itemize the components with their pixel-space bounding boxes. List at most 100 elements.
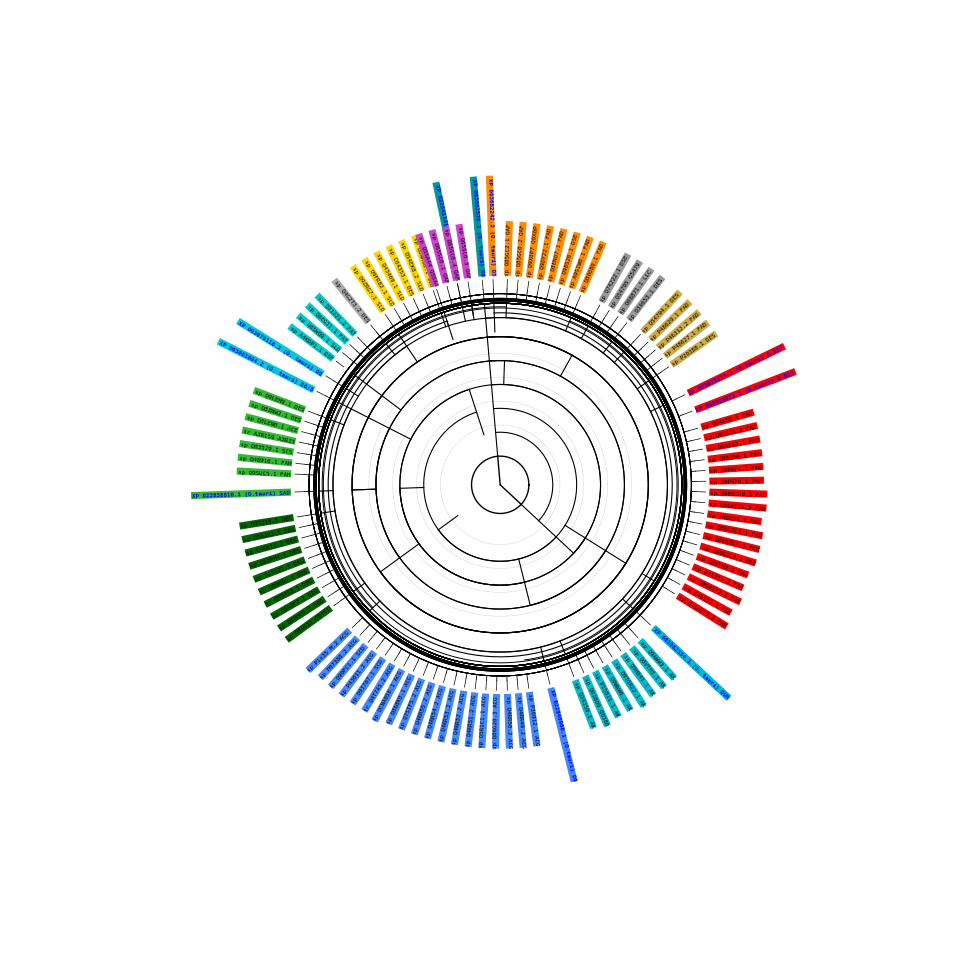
Text: sp P48629.1 FAD: sp P48629.1 FAD bbox=[650, 301, 691, 341]
Text: sp Q5SA44 Q5SA4: sp Q5SA44 Q5SA4 bbox=[417, 234, 437, 286]
Text: tr Q4T745.2 ACG: tr Q4T745.2 ACG bbox=[363, 664, 394, 711]
Text: sp Q9AS51.1 FAD: sp Q9AS51.1 FAD bbox=[705, 424, 756, 440]
Text: XP 003081694.2 (O. tauri) D6/8: XP 003081694.2 (O. tauri) D6/8 bbox=[219, 340, 314, 392]
Text: sp Q74222.1 DSE: sp Q74222.1 DSE bbox=[600, 255, 630, 303]
Text: sp Q97J15.1 DEG: sp Q97J15.1 DEG bbox=[240, 516, 293, 529]
Text: sp Q86G20.3 ACG: sp Q86G20.3 ACG bbox=[493, 696, 499, 748]
Text: sp Q86GZC3.1 FAD: sp Q86GZC3.1 FAD bbox=[706, 523, 762, 538]
Text: sp Q65SC0.1 OAF: sp Q65SC0.1 OAF bbox=[429, 231, 448, 283]
Text: sp Q9AS52.1 FAD: sp Q9AS52.1 FAD bbox=[707, 437, 759, 452]
Text: sp Q9P4F1.1 FAD: sp Q9P4F1.1 FAD bbox=[710, 464, 762, 473]
Text: sp Q9I707.1 SCD: sp Q9I707.1 SCD bbox=[351, 658, 385, 704]
Text: sp Q03809 Q0380: sp Q03809 Q0380 bbox=[584, 677, 609, 727]
Text: XP 022840960.1 (O.tauri) D9: XP 022840960.1 (O.tauri) D9 bbox=[549, 688, 577, 781]
Text: sp Q9WWW6.1 AK: sp Q9WWW6.1 AK bbox=[603, 666, 632, 711]
Text: sp Q54795 Q5479: sp Q54795 Q5479 bbox=[609, 261, 641, 308]
Text: sp P48301.1 FAD: sp P48301.1 FAD bbox=[708, 512, 760, 525]
Text: XP 003075374.1 (O.tauri) A D12: XP 003075374.1 (O.tauri) A D12 bbox=[688, 345, 785, 396]
Text: sp O15121.1 DEG: sp O15121.1 DEG bbox=[254, 558, 305, 581]
Text: sp Q43469.1 SLD: sp Q43469.1 SLD bbox=[375, 253, 404, 301]
Text: sp Q6EG11.1 FAT: sp Q6EG11.1 FAT bbox=[306, 305, 348, 344]
Text: sp P07308.2 ACG: sp P07308.2 ACG bbox=[319, 637, 358, 679]
Text: sp Q8ENO7.1 FAD: sp Q8ENO7.1 FAD bbox=[549, 230, 566, 283]
Text: sp P36912.1 ACG: sp P36912.1 ACG bbox=[527, 693, 540, 746]
Text: sp Q9AWW3.1 AK: sp Q9AWW3.1 AK bbox=[639, 640, 675, 679]
Text: sp Q86GZC1.1 FDE: sp Q86GZC1.1 FDE bbox=[704, 533, 759, 552]
Text: sp P43011.2 ACG: sp P43011.2 ACG bbox=[340, 652, 376, 697]
Text: sp Q7SIF5.2 ACG: sp Q7SIF5.2 ACG bbox=[399, 679, 424, 729]
Text: sp Q2I221.2 FAT: sp Q2I221.2 FAT bbox=[316, 295, 356, 336]
Text: sp Q9SUC5.1 FAH: sp Q9SUC5.1 FAH bbox=[237, 469, 290, 477]
Text: sp Q9ZRG7.1 SLD: sp Q9ZRG7.1 SLD bbox=[351, 266, 385, 312]
Text: sp Q868K0.1 ACG: sp Q868K0.1 ACG bbox=[386, 675, 414, 725]
Text: sp Q9SAT31.3 FAD: sp Q9SAT31.3 FAD bbox=[710, 501, 766, 511]
Text: sp Q9SAT72.1 FAK: sp Q9SAT72.1 FAK bbox=[688, 575, 741, 604]
Text: sp Q08871.1 LLC: sp Q08871.1 LLC bbox=[619, 269, 653, 314]
Text: sp P1s35 M.2 ACG: sp P1s35 M.2 ACG bbox=[306, 629, 350, 672]
Text: XP 022841141.1 (O.tauri) D8S: XP 022841141.1 (O.tauri) D8S bbox=[433, 184, 459, 281]
Text: sp Q4RR52.2 ACG: sp Q4RR52.2 ACG bbox=[452, 692, 467, 744]
Text: sp Q86GZC2.1 FDE: sp Q86GZC2.1 FDE bbox=[701, 544, 755, 565]
Text: sp Q09005.1 DEG: sp Q09005.1 DEG bbox=[259, 569, 309, 594]
Text: sp Q9X0P7 Q9X0P: sp Q9X0P7 Q9X0P bbox=[527, 225, 540, 278]
Text: sp Q9I0R22.1 AK: sp Q9I0R22.1 AK bbox=[613, 660, 645, 707]
Text: sp Q99FC1.1 SCD: sp Q99FC1.1 SCD bbox=[329, 645, 367, 688]
Text: sp Q54794.1 DES: sp Q54794.1 DES bbox=[642, 291, 681, 333]
Text: sp Q9SAV72.2 FAK: sp Q9SAV72.2 FAK bbox=[677, 595, 727, 628]
Text: sp Q4G2T3.2 DES: sp Q4G2T3.2 DES bbox=[333, 280, 370, 324]
Text: sp Q5R1C1.1 ACG: sp Q5R1C1.1 ACG bbox=[479, 695, 488, 748]
Text: sp Q34653.1 DES: sp Q34653.1 DES bbox=[628, 277, 664, 321]
Text: sp Q9LEM9.1 DES: sp Q9LEM9.1 DES bbox=[254, 389, 305, 412]
Text: sp Q9DY22.1 FAD: sp Q9DY22.1 FAD bbox=[538, 227, 552, 280]
Text: sp C4R613.2 DEG: sp C4R613.2 DEG bbox=[246, 537, 298, 555]
Text: sp P48627.1 FAD: sp P48627.1 FAD bbox=[665, 322, 709, 357]
Text: sp Q8NKG8.1 SLD: sp Q8NKG8.1 SLD bbox=[412, 236, 434, 287]
Text: sp Q98S26.1 DSE: sp Q98S26.1 DSE bbox=[559, 234, 580, 285]
Text: sp P46151.1 FAK: sp P46151.1 FAK bbox=[683, 585, 731, 615]
Text: sp P46312.2 FAD: sp P46312.2 FAD bbox=[657, 311, 700, 350]
Text: sp Q9ZPH4.1 DES: sp Q9ZPH4.1 DES bbox=[250, 548, 301, 569]
Text: sp Q8ZNW2.1 DES: sp Q8ZNW2.1 DES bbox=[250, 402, 301, 423]
Text: sp Q0VTH3.1 AK: sp Q0VTH3.1 AK bbox=[630, 647, 666, 688]
Text: XP 022838810.1 (O.tauri) SAD: XP 022838810.1 (O.tauri) SAD bbox=[192, 490, 290, 499]
Text: sp Q4RR55.2 ACG: sp Q4RR55.2 ACG bbox=[412, 683, 434, 734]
Text: sp A4KDP1.1 D8F: sp A4KDP1.1 D8F bbox=[289, 326, 334, 361]
Text: sp Q80089.1 FAD: sp Q80089.1 FAD bbox=[580, 243, 605, 293]
Text: tr A3RI59 A3RI5: tr A3RI59 A3RI5 bbox=[243, 429, 295, 444]
Text: sp Q8SWQ9.1 SLD: sp Q8SWQ9.1 SLD bbox=[298, 314, 341, 352]
Text: sp Q88450.1 FAD: sp Q88450.1 FAD bbox=[709, 451, 761, 462]
Text: sp Q9P4F0.1 FAD: sp Q9P4F0.1 FAD bbox=[711, 479, 763, 484]
Text: XP 003083971.1 (O.tauri) B D12: XP 003083971.1 (O.tauri) B D12 bbox=[696, 370, 795, 412]
Text: sp Q0VTH3.2 FAK: sp Q0VTH3.2 FAK bbox=[697, 554, 748, 578]
Text: sp Q41331.3 FAK: sp Q41331.3 FAK bbox=[693, 565, 743, 590]
Text: sp Q4RR51.2 ACG: sp Q4RR51.2 ACG bbox=[466, 694, 477, 746]
Text: sp Q34359.1 AK: sp Q34359.1 AK bbox=[573, 680, 595, 728]
Text: sp Q65SC0.3 OAF: sp Q65SC0.3 OAF bbox=[457, 226, 469, 279]
Text: XP 003082578.1 (O. tauri) D6: XP 003082578.1 (O. tauri) D6 bbox=[470, 179, 484, 276]
Text: XP 003082334.1 (O. tauri) DUN: XP 003082334.1 (O. tauri) DUN bbox=[652, 627, 730, 700]
Text: sp Q9AS50.1 FAD: sp Q9AS50.1 FAD bbox=[702, 410, 753, 430]
Text: sp Q8R2F2.1 DEG: sp Q8R2F2.1 DEG bbox=[271, 588, 319, 619]
Text: sp P20388.1 DES: sp P20388.1 DES bbox=[671, 333, 717, 367]
Text: sp QCNA058.1 ACG: sp QCNA058.1 ACG bbox=[373, 670, 404, 722]
Text: sp Q4RR54.2 ACG: sp Q4RR54.2 ACG bbox=[426, 686, 445, 738]
Text: sp Q85GC0.2 OAF: sp Q85GC0.2 OAF bbox=[516, 224, 526, 276]
Text: sp Q84S15 Q84S1: sp Q84S15 Q84S1 bbox=[286, 606, 332, 642]
Text: XP 003079116.2 (O. tauri) D8: XP 003079116.2 (O. tauri) D8 bbox=[237, 320, 323, 376]
Text: sp Q65SC0.4 OAF: sp Q65SC0.4 OAF bbox=[443, 228, 459, 281]
Text: sp Q4RR49.2 ACG: sp Q4RR49.2 ACG bbox=[516, 695, 526, 747]
Text: sp Q9FR82.1 SLD: sp Q9FR82.1 SLD bbox=[363, 259, 394, 307]
Text: sp Q54EK8.2 SLD: sp Q54EK8.2 SLD bbox=[399, 241, 424, 291]
Text: sp Q48916.1 FAH: sp Q48916.1 FAH bbox=[238, 456, 292, 466]
Text: XP 003082242.2 (O. tauri) D5: XP 003082242.2 (O. tauri) D5 bbox=[487, 178, 496, 276]
Text: sp Q4RR53.2 ACG: sp Q4RR53.2 ACG bbox=[438, 689, 456, 742]
Text: sp Q96SCA0.1 FAD: sp Q96SCA0.1 FAD bbox=[711, 490, 766, 497]
Text: sp C04353.1 DES: sp C04353.1 DES bbox=[386, 246, 414, 296]
Text: sp P15811.1 AK: sp P15811.1 AK bbox=[593, 672, 620, 717]
Text: sp Q564G3.1 DEG: sp Q564G3.1 DEG bbox=[264, 579, 314, 606]
Text: sp Q0LEN0.1 ACE: sp Q0LEN0.1 ACE bbox=[246, 415, 298, 433]
Text: sp Q9H841.1 AK: sp Q9H841.1 AK bbox=[622, 653, 655, 697]
Text: sp A9S1W0.1 FAD: sp A9S1W0.1 FAD bbox=[570, 237, 592, 288]
Text: sp Q4RR50.2 ACG: sp Q4RR50.2 ACG bbox=[505, 695, 511, 748]
Text: sp Q5AJX2.1 DEG: sp Q5AJX2.1 DEG bbox=[243, 527, 295, 542]
